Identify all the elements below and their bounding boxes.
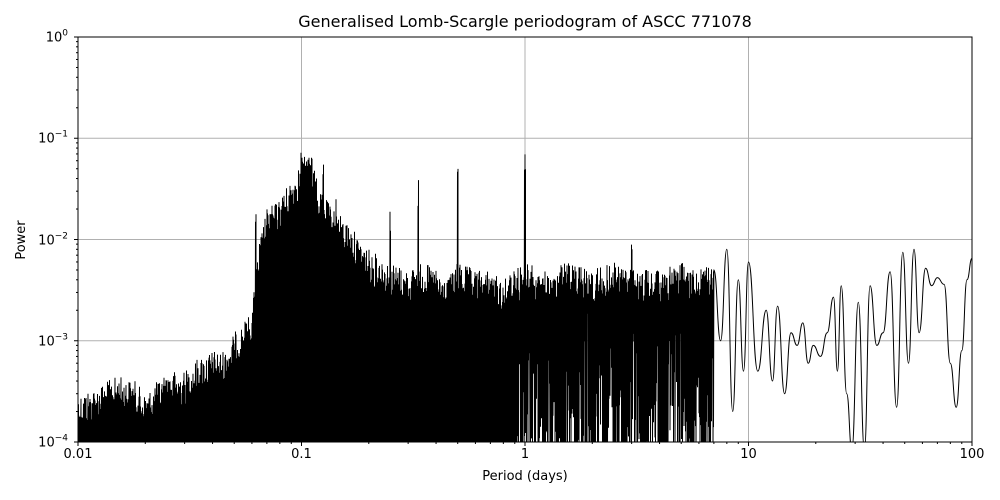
y-tick-label: 10−4 bbox=[38, 433, 68, 451]
y-tick-label: 10−1 bbox=[38, 129, 68, 147]
power-series-line bbox=[78, 152, 972, 442]
y-tick-label: 10−2 bbox=[38, 231, 68, 248]
x-axis-label: Period (days) bbox=[482, 469, 568, 484]
chart-title: Generalised Lomb-Scargle periodogram of … bbox=[298, 12, 752, 31]
x-tick-label: 100 bbox=[959, 447, 985, 462]
x-tick-label: 10 bbox=[740, 447, 757, 462]
y-tick-label: 100 bbox=[45, 28, 68, 46]
x-tick-label: 0.1 bbox=[291, 447, 312, 462]
y-tick-label: 10−3 bbox=[38, 332, 68, 350]
x-tick-label: 0.01 bbox=[63, 447, 93, 462]
x-tick-label: 1 bbox=[520, 447, 530, 462]
axes-frame bbox=[77, 36, 973, 443]
